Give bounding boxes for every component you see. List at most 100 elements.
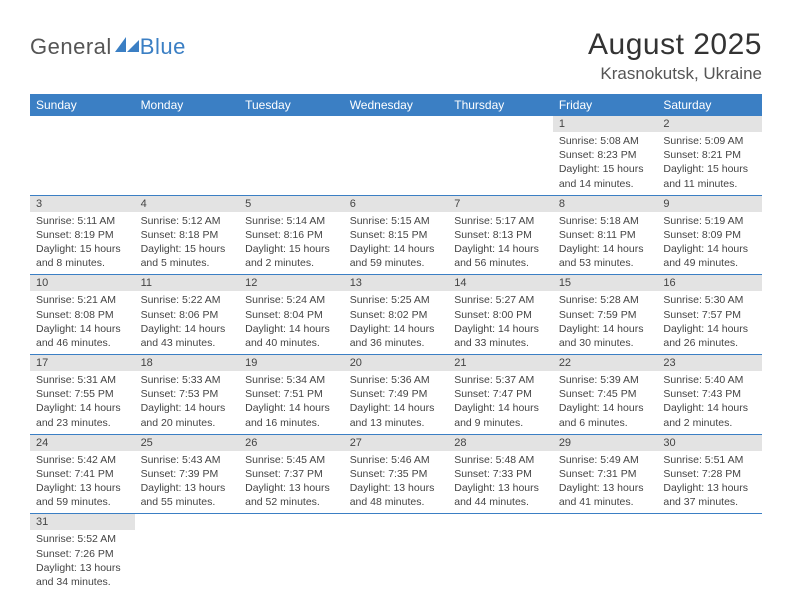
day-details: Sunrise: 5:40 AMSunset: 7:43 PMDaylight:… (657, 371, 762, 434)
day-details: Sunrise: 5:48 AMSunset: 7:33 PMDaylight:… (448, 451, 553, 514)
day-details: Sunrise: 5:49 AMSunset: 7:31 PMDaylight:… (553, 451, 658, 514)
calendar-cell: 31Sunrise: 5:52 AMSunset: 7:26 PMDayligh… (30, 514, 135, 593)
calendar-cell: 2Sunrise: 5:09 AMSunset: 8:21 PMDaylight… (657, 116, 762, 195)
day-details: Sunrise: 5:19 AMSunset: 8:09 PMDaylight:… (657, 212, 762, 275)
day-details: Sunrise: 5:11 AMSunset: 8:19 PMDaylight:… (30, 212, 135, 275)
logo-sail-icon (114, 35, 140, 60)
day-number: 25 (135, 435, 240, 451)
day-header: Friday (553, 94, 658, 116)
calendar-cell (239, 514, 344, 593)
month-title: August 2025 (588, 28, 762, 62)
page-header: General Blue August 2025 Krasnokutsk, Uk… (30, 28, 762, 84)
day-details: Sunrise: 5:31 AMSunset: 7:55 PMDaylight:… (30, 371, 135, 434)
day-number: 9 (657, 196, 762, 212)
day-number: 5 (239, 196, 344, 212)
calendar-cell (344, 514, 449, 593)
day-number: 14 (448, 275, 553, 291)
calendar-cell: 28Sunrise: 5:48 AMSunset: 7:33 PMDayligh… (448, 434, 553, 514)
calendar-cell (344, 116, 449, 195)
day-details: Sunrise: 5:43 AMSunset: 7:39 PMDaylight:… (135, 451, 240, 514)
day-details: Sunrise: 5:46 AMSunset: 7:35 PMDaylight:… (344, 451, 449, 514)
day-header-row: SundayMondayTuesdayWednesdayThursdayFrid… (30, 94, 762, 116)
day-number: 11 (135, 275, 240, 291)
day-details: Sunrise: 5:34 AMSunset: 7:51 PMDaylight:… (239, 371, 344, 434)
day-number: 17 (30, 355, 135, 371)
calendar-cell (135, 514, 240, 593)
day-number: 28 (448, 435, 553, 451)
calendar-week-row: 31Sunrise: 5:52 AMSunset: 7:26 PMDayligh… (30, 514, 762, 593)
day-details: Sunrise: 5:51 AMSunset: 7:28 PMDaylight:… (657, 451, 762, 514)
day-details: Sunrise: 5:21 AMSunset: 8:08 PMDaylight:… (30, 291, 135, 354)
calendar-table: SundayMondayTuesdayWednesdayThursdayFrid… (30, 94, 762, 593)
day-header: Tuesday (239, 94, 344, 116)
calendar-cell: 3Sunrise: 5:11 AMSunset: 8:19 PMDaylight… (30, 195, 135, 275)
day-number: 26 (239, 435, 344, 451)
calendar-cell: 25Sunrise: 5:43 AMSunset: 7:39 PMDayligh… (135, 434, 240, 514)
calendar-cell: 12Sunrise: 5:24 AMSunset: 8:04 PMDayligh… (239, 275, 344, 355)
calendar-cell: 23Sunrise: 5:40 AMSunset: 7:43 PMDayligh… (657, 355, 762, 435)
day-number: 29 (553, 435, 658, 451)
day-number: 23 (657, 355, 762, 371)
calendar-cell (448, 514, 553, 593)
calendar-cell: 1Sunrise: 5:08 AMSunset: 8:23 PMDaylight… (553, 116, 658, 195)
calendar-cell: 19Sunrise: 5:34 AMSunset: 7:51 PMDayligh… (239, 355, 344, 435)
day-details: Sunrise: 5:15 AMSunset: 8:15 PMDaylight:… (344, 212, 449, 275)
day-number: 19 (239, 355, 344, 371)
day-details: Sunrise: 5:12 AMSunset: 8:18 PMDaylight:… (135, 212, 240, 275)
calendar-body: 1Sunrise: 5:08 AMSunset: 8:23 PMDaylight… (30, 116, 762, 593)
calendar-cell: 9Sunrise: 5:19 AMSunset: 8:09 PMDaylight… (657, 195, 762, 275)
day-number: 16 (657, 275, 762, 291)
calendar-cell: 17Sunrise: 5:31 AMSunset: 7:55 PMDayligh… (30, 355, 135, 435)
calendar-cell: 14Sunrise: 5:27 AMSunset: 8:00 PMDayligh… (448, 275, 553, 355)
calendar-cell: 30Sunrise: 5:51 AMSunset: 7:28 PMDayligh… (657, 434, 762, 514)
day-number: 3 (30, 196, 135, 212)
calendar-cell (135, 116, 240, 195)
day-number: 7 (448, 196, 553, 212)
calendar-cell (553, 514, 658, 593)
calendar-cell: 8Sunrise: 5:18 AMSunset: 8:11 PMDaylight… (553, 195, 658, 275)
calendar-cell: 22Sunrise: 5:39 AMSunset: 7:45 PMDayligh… (553, 355, 658, 435)
calendar-week-row: 10Sunrise: 5:21 AMSunset: 8:08 PMDayligh… (30, 275, 762, 355)
day-header: Saturday (657, 94, 762, 116)
calendar-cell: 15Sunrise: 5:28 AMSunset: 7:59 PMDayligh… (553, 275, 658, 355)
calendar-cell: 4Sunrise: 5:12 AMSunset: 8:18 PMDaylight… (135, 195, 240, 275)
day-details: Sunrise: 5:28 AMSunset: 7:59 PMDaylight:… (553, 291, 658, 354)
calendar-cell: 10Sunrise: 5:21 AMSunset: 8:08 PMDayligh… (30, 275, 135, 355)
calendar-week-row: 17Sunrise: 5:31 AMSunset: 7:55 PMDayligh… (30, 355, 762, 435)
logo: General Blue (30, 34, 186, 60)
day-number: 2 (657, 116, 762, 132)
calendar-week-row: 24Sunrise: 5:42 AMSunset: 7:41 PMDayligh… (30, 434, 762, 514)
location-label: Krasnokutsk, Ukraine (588, 64, 762, 84)
day-details: Sunrise: 5:25 AMSunset: 8:02 PMDaylight:… (344, 291, 449, 354)
calendar-cell (30, 116, 135, 195)
title-block: August 2025 Krasnokutsk, Ukraine (588, 28, 762, 84)
calendar-cell: 7Sunrise: 5:17 AMSunset: 8:13 PMDaylight… (448, 195, 553, 275)
calendar-cell: 29Sunrise: 5:49 AMSunset: 7:31 PMDayligh… (553, 434, 658, 514)
day-header: Sunday (30, 94, 135, 116)
day-number: 18 (135, 355, 240, 371)
day-details: Sunrise: 5:22 AMSunset: 8:06 PMDaylight:… (135, 291, 240, 354)
day-details: Sunrise: 5:08 AMSunset: 8:23 PMDaylight:… (553, 132, 658, 195)
day-number: 6 (344, 196, 449, 212)
day-number: 31 (30, 514, 135, 530)
calendar-cell (657, 514, 762, 593)
calendar-cell: 18Sunrise: 5:33 AMSunset: 7:53 PMDayligh… (135, 355, 240, 435)
day-details: Sunrise: 5:45 AMSunset: 7:37 PMDaylight:… (239, 451, 344, 514)
calendar-cell: 6Sunrise: 5:15 AMSunset: 8:15 PMDaylight… (344, 195, 449, 275)
day-header: Wednesday (344, 94, 449, 116)
calendar-cell: 26Sunrise: 5:45 AMSunset: 7:37 PMDayligh… (239, 434, 344, 514)
day-details: Sunrise: 5:37 AMSunset: 7:47 PMDaylight:… (448, 371, 553, 434)
day-details: Sunrise: 5:17 AMSunset: 8:13 PMDaylight:… (448, 212, 553, 275)
logo-text-part2: Blue (140, 34, 186, 60)
day-number: 12 (239, 275, 344, 291)
day-details: Sunrise: 5:33 AMSunset: 7:53 PMDaylight:… (135, 371, 240, 434)
calendar-cell: 5Sunrise: 5:14 AMSunset: 8:16 PMDaylight… (239, 195, 344, 275)
calendar-cell: 24Sunrise: 5:42 AMSunset: 7:41 PMDayligh… (30, 434, 135, 514)
day-number: 1 (553, 116, 658, 132)
calendar-week-row: 3Sunrise: 5:11 AMSunset: 8:19 PMDaylight… (30, 195, 762, 275)
day-details: Sunrise: 5:24 AMSunset: 8:04 PMDaylight:… (239, 291, 344, 354)
day-details: Sunrise: 5:39 AMSunset: 7:45 PMDaylight:… (553, 371, 658, 434)
day-details: Sunrise: 5:30 AMSunset: 7:57 PMDaylight:… (657, 291, 762, 354)
calendar-week-row: 1Sunrise: 5:08 AMSunset: 8:23 PMDaylight… (30, 116, 762, 195)
day-details: Sunrise: 5:18 AMSunset: 8:11 PMDaylight:… (553, 212, 658, 275)
